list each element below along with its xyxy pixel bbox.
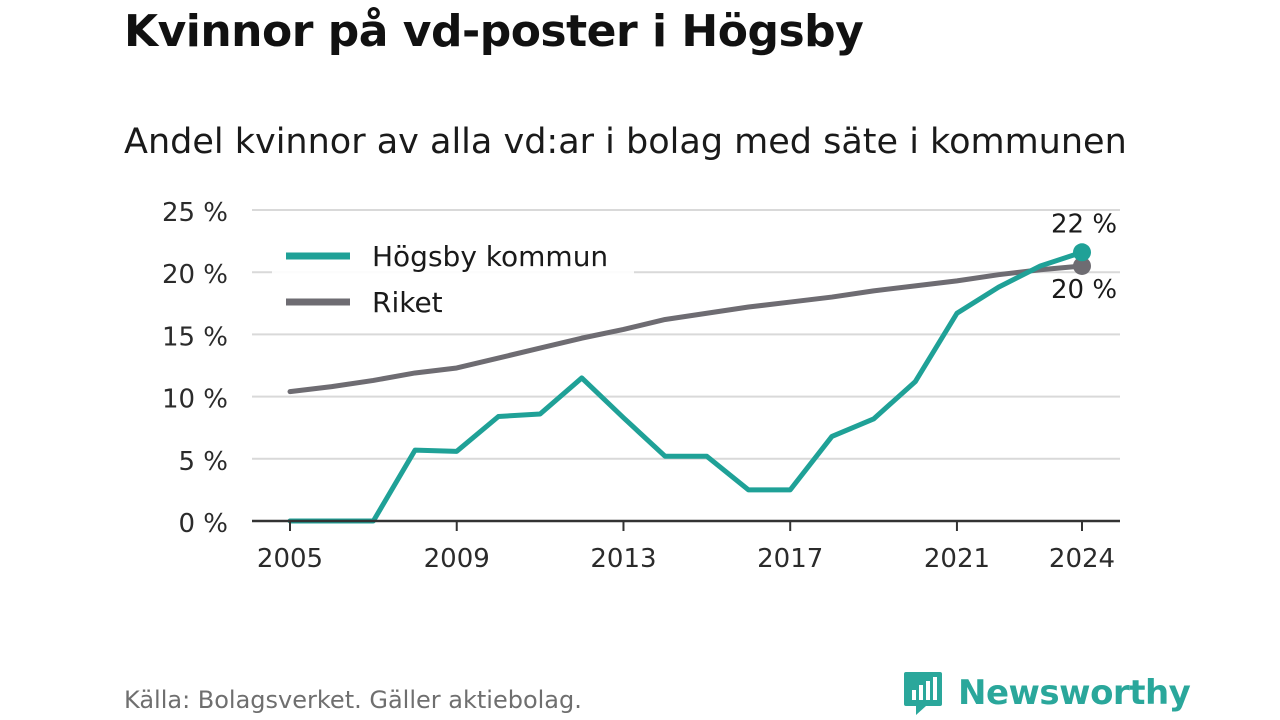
- end-value-label: 22 %: [1051, 209, 1117, 239]
- x-tick-label: 2009: [424, 544, 490, 574]
- source-note: Källa: Bolagsverket. Gäller aktiebolag.: [124, 686, 582, 714]
- x-tick-label: 2021: [924, 544, 990, 574]
- series-line: [287, 263, 1085, 395]
- brand: Newsworthy: [902, 670, 1191, 716]
- chart-subtitle: Andel kvinnor av alla vd:ar i bolag med …: [124, 122, 1127, 162]
- legend-background: [272, 232, 634, 324]
- series-line: [287, 249, 1085, 524]
- line-chart: Högsby kommun Riket 0 % 5 % 10 % 15 % 20 % 25 …: [162, 198, 1120, 574]
- x-tick-label: 2005: [257, 544, 323, 574]
- end-point: [1073, 256, 1091, 275]
- legend: Högsby kommun Riket: [272, 232, 634, 324]
- y-tick-label: 20 %: [162, 260, 228, 290]
- legend-label: Riket: [372, 286, 443, 319]
- end-labels: 22 % 20 %: [1051, 209, 1117, 305]
- legend-label: Högsby kommun: [372, 240, 608, 273]
- newsworthy-logo-icon: [904, 672, 942, 715]
- axes: 0 % 5 % 10 % 15 % 20 % 25 % 2005 2009 2013 2017 20…: [162, 198, 1120, 574]
- x-tick-label: 2024: [1049, 544, 1115, 574]
- series-lines: [287, 243, 1091, 524]
- brand-name: Newsworthy: [958, 673, 1191, 713]
- end-point: [1073, 243, 1091, 262]
- y-tick-label: 5 %: [178, 447, 228, 477]
- y-tick-label: 0 %: [178, 509, 228, 539]
- y-tick-label: 25 %: [162, 198, 228, 228]
- chart-title: Kvinnor på vd-poster i Högsby: [124, 6, 864, 57]
- y-tick-label: 15 %: [162, 322, 228, 352]
- end-value-label: 20 %: [1051, 275, 1117, 305]
- y-tick-label: 10 %: [162, 385, 228, 415]
- x-tick-label: 2013: [590, 544, 656, 574]
- x-tick-label: 2017: [757, 544, 823, 574]
